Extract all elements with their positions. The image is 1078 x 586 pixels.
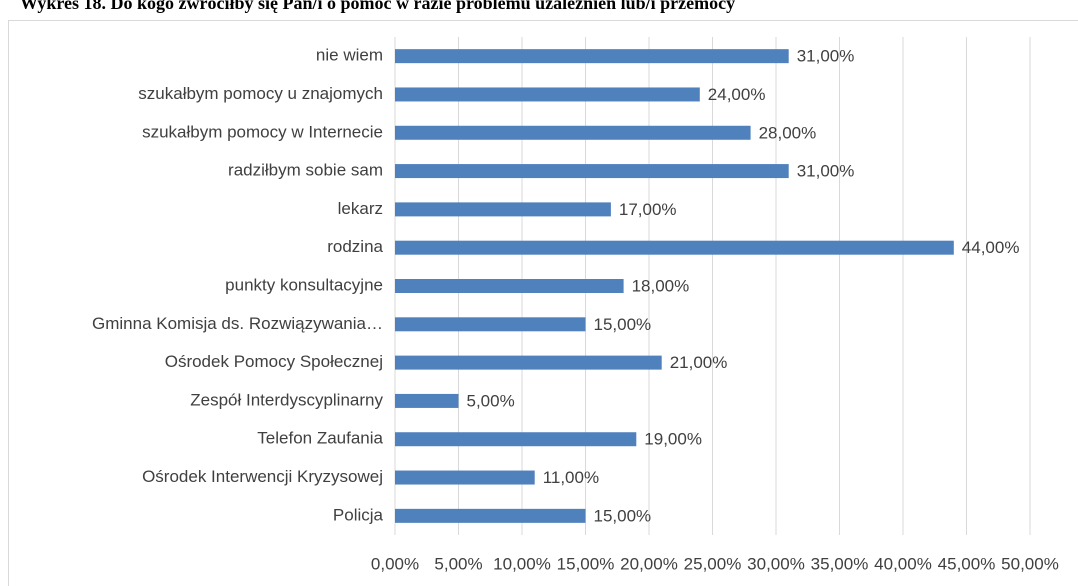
value-label: 15,00% [594, 506, 652, 525]
value-label: 18,00% [632, 276, 690, 295]
value-label: 17,00% [619, 200, 677, 219]
x-tick-label: 45,00% [938, 554, 996, 573]
bar [395, 508, 586, 523]
y-tick-label: szukałbym pomocy u znajomych [138, 84, 383, 103]
x-tick-label: 30,00% [747, 554, 805, 573]
chart-frame [8, 20, 1078, 586]
value-label: 31,00% [797, 47, 855, 66]
bar [395, 317, 586, 332]
x-tick-label: 10,00% [493, 554, 551, 573]
bar [395, 432, 637, 447]
y-tick-label: radziłbym sobie sam [228, 161, 383, 180]
y-tick-label: Policja [333, 505, 384, 524]
value-label: 15,00% [594, 315, 652, 334]
y-tick-label: lekarz [338, 199, 383, 218]
bar [395, 202, 611, 217]
value-label: 19,00% [644, 430, 702, 449]
y-tick-label: Gminna Komisja ds. Rozwiązywania… [92, 314, 383, 333]
x-tick-label: 25,00% [684, 554, 742, 573]
x-tick-label: 0,00% [371, 554, 419, 573]
bar [395, 240, 954, 255]
value-label: 31,00% [797, 162, 855, 181]
y-tick-label: Ośrodek Pomocy Społecznej [165, 352, 383, 371]
x-tick-label: 50,00% [1001, 554, 1059, 573]
bar [395, 470, 535, 485]
x-tick-label: 35,00% [811, 554, 869, 573]
value-label: 5,00% [467, 391, 515, 410]
x-tick-label: 15,00% [557, 554, 615, 573]
y-tick-label: nie wiem [316, 46, 383, 65]
value-label: 11,00% [543, 468, 599, 487]
bar [395, 279, 624, 293]
chart-title: Wykres 18. Do kogo zwróciłby się Pan/i o… [20, 0, 735, 13]
x-tick-label: 20,00% [620, 554, 678, 573]
title-band [0, 0, 1078, 19]
y-tick-label: punkty konsultacyjne [225, 275, 383, 294]
value-label: 24,00% [708, 85, 766, 104]
y-tick-label: Telefon Zaufania [257, 429, 383, 448]
bar [395, 164, 789, 179]
bar [395, 87, 700, 102]
bar [395, 393, 459, 408]
bar [395, 49, 789, 64]
y-tick-label: rodzina [327, 237, 383, 256]
value-label: 28,00% [759, 123, 817, 142]
y-tick-label: szukałbym pomocy w Internecie [142, 122, 383, 141]
y-tick-label: Zespół Interdyscyplinarny [190, 390, 383, 409]
bar [395, 355, 662, 370]
x-tick-label: 40,00% [874, 554, 932, 573]
bar [395, 125, 751, 140]
value-label: 21,00% [670, 353, 728, 372]
x-tick-label: 5,00% [434, 554, 482, 573]
value-label: 44,00% [962, 238, 1020, 257]
y-tick-label: Ośrodek Interwencji Kryzysowej [142, 467, 383, 486]
